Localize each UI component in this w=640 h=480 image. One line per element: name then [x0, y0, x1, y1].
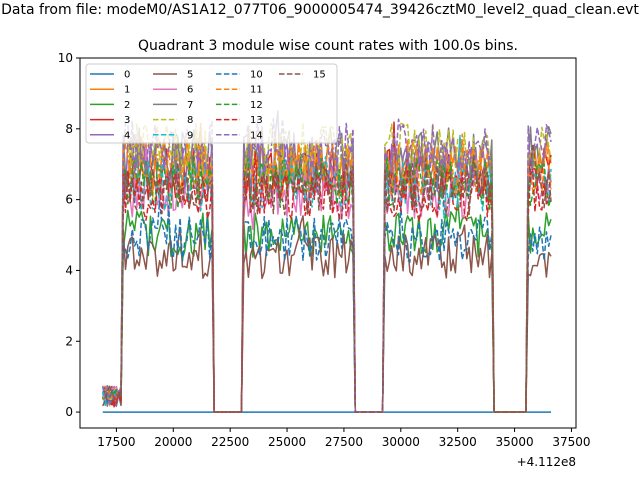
x-tick-label: 25000	[268, 435, 306, 449]
y-tick-label: 2	[65, 334, 73, 348]
legend-label-3: 3	[124, 115, 130, 126]
legend-label-2: 2	[124, 100, 130, 111]
legend-box	[85, 63, 338, 144]
x-offset-label: +4.112e8	[517, 455, 576, 469]
x-tick-label: 32500	[439, 435, 477, 449]
y-tick-label: 10	[58, 51, 73, 65]
x-tick-label: 17500	[97, 435, 135, 449]
legend-label-9: 9	[187, 130, 193, 141]
legend-label-8: 8	[187, 115, 193, 126]
legend-label-11: 11	[250, 85, 263, 96]
axes-frame	[79, 57, 577, 429]
y-tick-label: 8	[65, 122, 73, 136]
x-tick-label: 20000	[154, 435, 192, 449]
legend-label-13: 13	[250, 115, 263, 126]
x-tick-label: 22500	[211, 435, 249, 449]
figure-suptitle: Data from file: modeM0/AS1A12_077T06_900…	[1, 2, 639, 18]
y-tick-label: 4	[65, 263, 73, 277]
series-line-14	[102, 118, 552, 413]
x-tick-label: 37500	[552, 435, 590, 449]
chart-title: Quadrant 3 module wise count rates with …	[138, 38, 518, 54]
x-tick-label: 27500	[325, 435, 363, 449]
legend-label-14: 14	[250, 130, 263, 141]
legend-label-1: 1	[124, 85, 130, 96]
series-line-12	[102, 155, 552, 413]
x-tick-label: 30000	[382, 435, 420, 449]
x-axis-ticks: 17500 20000 22500 25000 27500 30000 32500 35000…	[97, 428, 591, 449]
legend-label-0: 0	[124, 70, 130, 81]
series-line-10	[102, 200, 552, 413]
y-axis-ticks: 0 2 4 6 8 10	[58, 51, 80, 419]
series-line-11	[102, 122, 552, 413]
series-line-15	[102, 143, 552, 413]
x-tick-label: 35000	[495, 435, 533, 449]
y-tick-label: 6	[65, 193, 73, 207]
legend-label-7: 7	[187, 100, 193, 111]
legend-label-4: 4	[124, 130, 130, 141]
legend-label-6: 6	[187, 85, 193, 96]
legend-label-12: 12	[250, 100, 263, 111]
legend-label-5: 5	[187, 70, 193, 81]
legend-label-15: 15	[313, 70, 326, 81]
y-tick-label: 0	[65, 405, 73, 419]
legend-label-10: 10	[250, 70, 263, 81]
